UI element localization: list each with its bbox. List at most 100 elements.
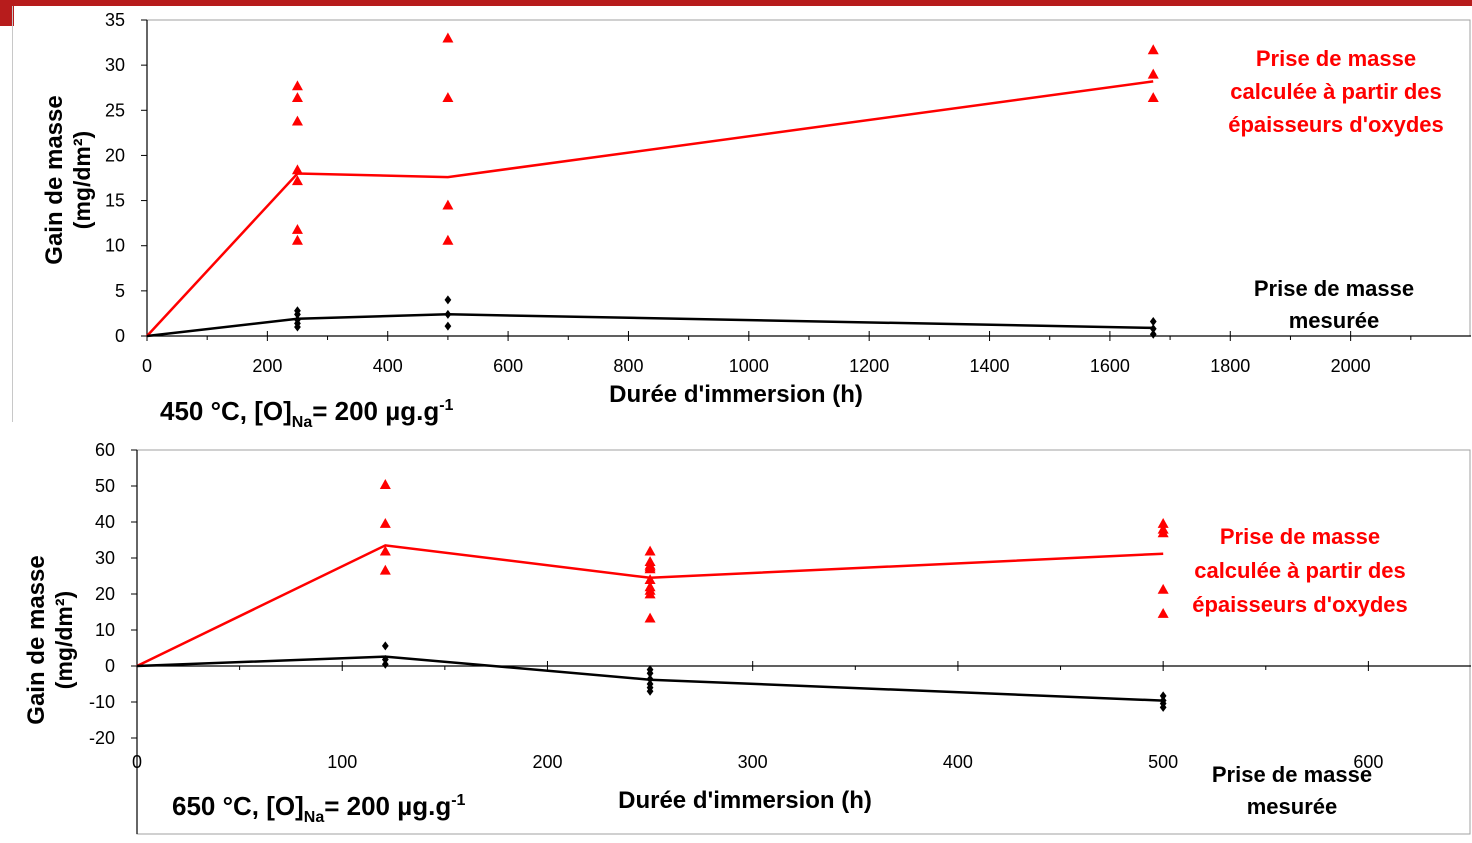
x-tick-label: 600 [493, 356, 523, 376]
x-tick-label: 1000 [729, 356, 769, 376]
x-tick-label: 800 [613, 356, 643, 376]
condition-main: 450 °C, [O] [160, 396, 292, 426]
y-tick-label: -20 [89, 728, 115, 748]
series-calc-points [379, 479, 1169, 623]
mean-line [136, 655, 1164, 702]
series-measured-points [294, 295, 1157, 339]
triangle-point [379, 479, 391, 489]
diamond-point [444, 295, 452, 305]
y-axis-title-line2: (mg/dm²) [69, 131, 95, 229]
diamond-point [646, 668, 654, 678]
y-tick-label: 25 [105, 100, 125, 120]
triangle-point [644, 545, 656, 556]
x-tick-label: 400 [373, 356, 403, 376]
annotation-measured-line: mesurée [1289, 308, 1380, 333]
y-axis-title-line1: Gain de masse [41, 95, 68, 264]
triangle-point [291, 164, 303, 175]
triangle-point [644, 561, 656, 572]
condition-eq: = 200 µg.g [324, 791, 451, 821]
condition-sup: -1 [451, 792, 465, 809]
x-tick-label: 1800 [1210, 356, 1250, 376]
triangle-point [291, 80, 303, 91]
diamond-point [1159, 702, 1167, 712]
annotation-measured-line: Prise de masse [1254, 276, 1414, 301]
x-tick-label: 100 [327, 752, 357, 772]
triangle-point [644, 612, 656, 623]
annotation-measured-line: mesurée [1247, 794, 1338, 819]
x-tick-label: 0 [132, 752, 142, 772]
y-tick-label: 10 [95, 620, 115, 640]
y-axis-title-line2: (mg/dm²) [51, 591, 77, 689]
diamond-point [294, 309, 301, 319]
y-tick-label: 60 [95, 440, 115, 460]
triangle-point [379, 545, 391, 556]
y-tick-label: 20 [95, 584, 115, 604]
x-tick-label: 1600 [1090, 356, 1130, 376]
y-tick-label: 5 [115, 281, 125, 301]
annotation-calc-line: épaisseurs d'oxydes [1192, 592, 1408, 617]
triangle-point [1147, 44, 1159, 55]
x-axis-title: Durée d'immersion (h) [618, 787, 872, 814]
diamond-point [1159, 691, 1167, 701]
y-tick-label: 30 [105, 55, 125, 75]
x-tick-label: 1200 [849, 356, 889, 376]
chart-450c: 0 5 10 15 20 25 30 35 0 200 400 600 800 1000 1200 1400 1… [41, 10, 1471, 431]
condition-eq: = 200 µg.g [312, 396, 439, 426]
triangle-point [291, 234, 303, 245]
diamond-point [1149, 317, 1157, 327]
triangle-point [379, 564, 391, 575]
triangle-point [1157, 607, 1169, 618]
triangle-point [1157, 517, 1169, 528]
triangle-point [1147, 68, 1159, 79]
left-accent-block [0, 0, 14, 26]
condition-sup: -1 [439, 397, 453, 414]
condition-sub: Na [304, 809, 325, 826]
y-tick-label: 30 [95, 548, 115, 568]
triangle-point [442, 92, 454, 103]
x-tick-label: 200 [532, 752, 562, 772]
y-tick-label: 50 [95, 476, 115, 496]
y-tick-label: 15 [105, 191, 125, 211]
x-tick-label: 300 [738, 752, 768, 772]
y-axis-title-line1: Gain de masse [23, 555, 50, 724]
y-tick-label: 20 [105, 145, 125, 165]
triangle-point [1147, 92, 1159, 103]
condition-label: 450 °C, [O]Na= 200 µg.g-1 [160, 396, 454, 431]
annotation-calc-line: calculée à partir des [1230, 79, 1442, 104]
series-measured-points [381, 641, 1167, 712]
left-divider [12, 6, 13, 422]
triangle-point [291, 92, 303, 103]
series-measured-mean [146, 313, 1154, 338]
y-tick-label: 40 [95, 512, 115, 532]
x-tick-label: 200 [252, 356, 282, 376]
condition-main: 650 °C, [O] [172, 791, 304, 821]
x-tick-label: 0 [142, 356, 152, 376]
x-tick-label: 400 [943, 752, 973, 772]
x-axis-title: Durée d'immersion (h) [609, 381, 863, 408]
diamond-point [1149, 324, 1157, 334]
diamond-point [294, 322, 301, 332]
series-calc-points [291, 32, 1159, 245]
y-tick-label: 10 [105, 236, 125, 256]
triangle-point [644, 588, 656, 599]
triangle-point [291, 115, 303, 126]
y-tick-label: 0 [105, 656, 115, 676]
triangle-point [291, 223, 303, 234]
x-tick-label: 600 [1353, 752, 1383, 772]
mean-line [146, 80, 1154, 337]
annotation-calc-line: Prise de masse [1256, 46, 1416, 71]
triangle-point [1157, 583, 1169, 594]
diamond-point [381, 641, 389, 651]
series-calc-mean [136, 544, 1164, 668]
triangle-point [442, 199, 454, 210]
triangle-point [379, 517, 391, 528]
triangle-point [442, 234, 454, 245]
triangle-point [291, 175, 303, 186]
annotation-calc-line: Prise de masse [1220, 524, 1380, 549]
annotation-calc-line: calculée à partir des [1194, 558, 1406, 583]
y-tick-label: 0 [115, 326, 125, 346]
diamond-point [646, 686, 654, 696]
diamond-point [444, 321, 452, 331]
